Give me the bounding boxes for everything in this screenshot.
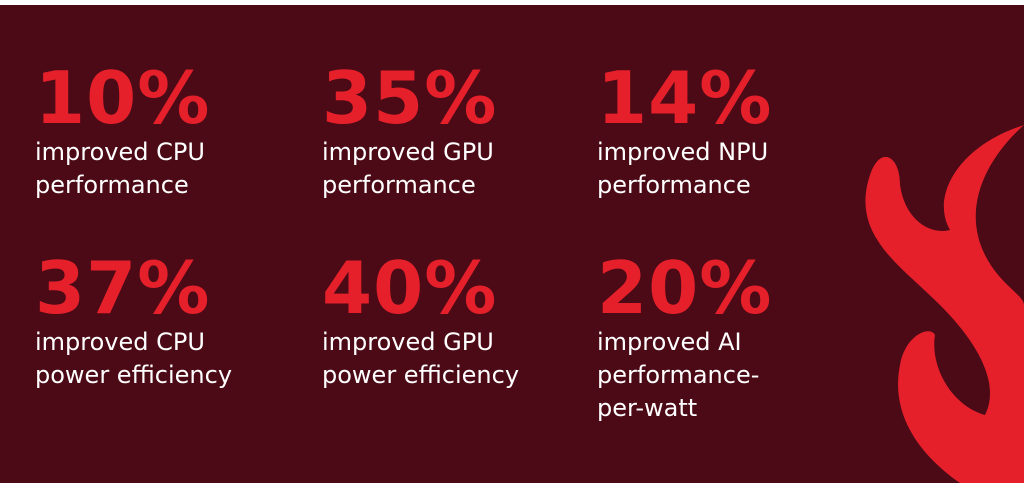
stat-label: performance: [322, 171, 476, 199]
stat-label: improved NPU: [597, 138, 769, 166]
stat: 10% improved CPU performance: [35, 60, 315, 202]
stat-label: power efficiency: [322, 361, 520, 389]
stat-value: 14%: [597, 56, 773, 140]
stat: 20% improved AI performance-per-watt: [597, 250, 877, 425]
stat-value: 37%: [35, 246, 211, 330]
infographic-panel: 10% improved CPU performance 35% improved GP…: [0, 5, 1024, 483]
stat-label: performance: [35, 171, 189, 199]
stat-label: power efficiency: [35, 361, 233, 389]
stat-label: improved AI: [597, 328, 742, 356]
stat-label: improved GPU: [322, 138, 494, 166]
stat-label: performance-: [597, 361, 760, 389]
stat-label: improved CPU: [35, 138, 205, 166]
stat: 14% improved NPU performance: [597, 60, 877, 202]
stat-value: 40%: [322, 246, 498, 330]
stat-label: improved CPU: [35, 328, 205, 356]
stat: 37% improved CPU power efficiency: [35, 250, 315, 392]
stat: 40% improved GPU power efficiency: [322, 250, 602, 392]
stat-label: per-watt: [597, 394, 698, 422]
stat: 35% improved GPU performance: [322, 60, 602, 202]
stat-label: performance: [597, 171, 751, 199]
stat-label: improved GPU: [322, 328, 494, 356]
flame-shape: [865, 125, 1024, 483]
stat-value: 35%: [322, 56, 498, 140]
flame-logo: [865, 125, 1024, 483]
stat-value: 10%: [35, 56, 211, 140]
stat-value: 20%: [597, 246, 773, 330]
